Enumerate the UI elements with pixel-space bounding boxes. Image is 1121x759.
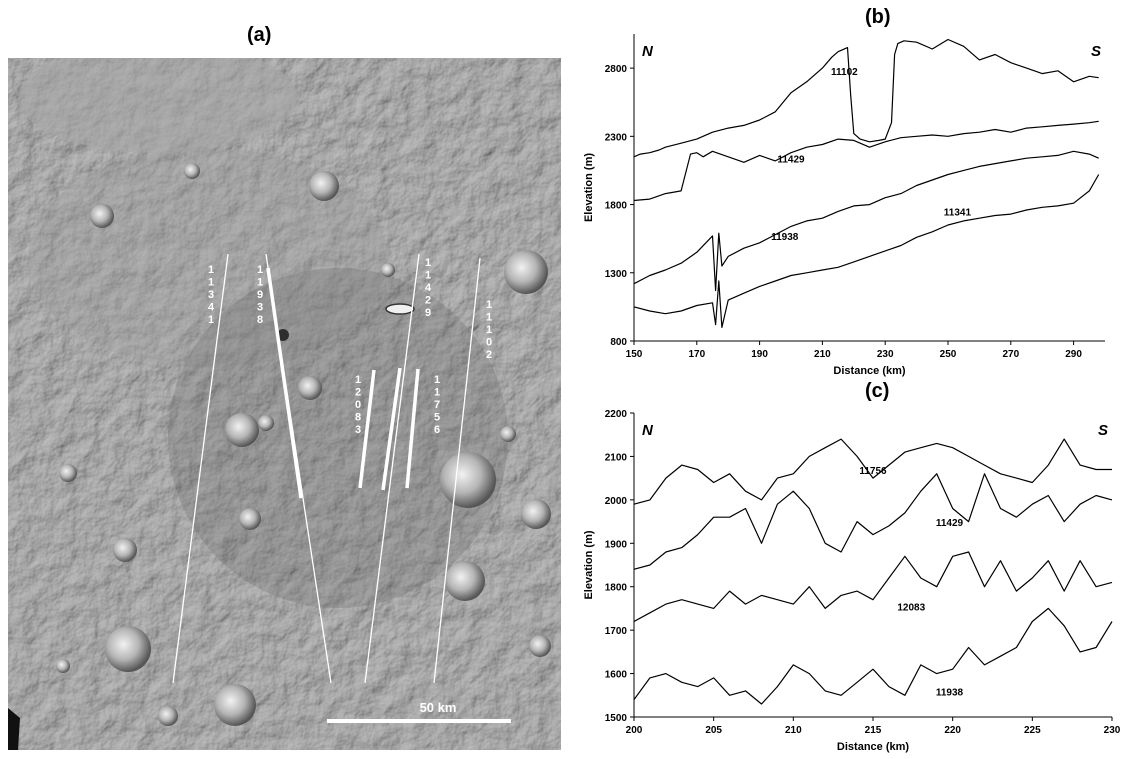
y-axis-label: Elevation (m) (583, 530, 595, 599)
y-tick-label: 2200 (605, 409, 628, 420)
series-label-11938: 11938 (771, 232, 799, 243)
series-label-11102: 11102 (831, 67, 858, 78)
track-11102-line (433, 257, 481, 684)
x-tick-label: 200 (626, 725, 643, 736)
x-tick-label: 150 (626, 349, 643, 360)
series-line-12083 (633, 551, 1113, 623)
ground-tracks (172, 253, 481, 684)
track-11429-line (364, 253, 420, 684)
x-axis-label: Distance (km) (833, 365, 905, 377)
x-axis-label: Distance (km) (837, 741, 909, 753)
chart-b: 800 1300 1800 2300 2800 150 170 190 210 230 250 270… (583, 34, 1105, 377)
track-11756-segment-1 (381, 367, 402, 491)
scale-bar-label: 50 km (420, 700, 457, 715)
x-tick-label: 225 (1024, 725, 1041, 736)
y-tick-label: 1800 (605, 201, 628, 212)
x-tick-label: 215 (865, 725, 882, 736)
y-tick-label: 1800 (605, 583, 628, 594)
y-tick-label: 1700 (605, 626, 628, 637)
x-tick-label: 220 (944, 725, 961, 736)
series-label-12083: 12083 (897, 603, 925, 614)
y-tick-label: 800 (610, 337, 627, 348)
panel-label-c: (c) (865, 380, 890, 402)
x-tick-label: 190 (751, 349, 768, 360)
x-tick-label: 205 (705, 725, 722, 736)
x-tick-label: 210 (814, 349, 831, 360)
x-tick-label: 210 (785, 725, 802, 736)
craters (56, 163, 551, 726)
series-line-11938 (633, 607, 1113, 705)
track-11938-highlight (266, 267, 303, 499)
y-tick-label: 1900 (605, 539, 628, 550)
x-tick-label: 270 (1002, 349, 1019, 360)
series-label-11429: 11429 (936, 518, 964, 529)
y-axis-label: Elevation (m) (583, 153, 595, 222)
series-label-11429: 11429 (777, 154, 805, 165)
series-label-11756: 11756 (859, 466, 887, 477)
y-tick-label: 1500 (605, 713, 628, 724)
south-label: S (1091, 43, 1101, 60)
x-tick-label: 170 (688, 349, 705, 360)
y-tick-label: 2000 (605, 496, 628, 507)
track-11756-segment-2 (405, 368, 420, 489)
series-label-11341: 11341 (944, 207, 972, 218)
terrain-image: 1 1 3 4 1 1 1 9 3 8 1 2 0 8 3 1 1 7 5 6 1 1 4 2 9 1 1 1 0 2 50 km (8, 58, 561, 750)
y-tick-label: 2100 (605, 452, 628, 463)
x-tick-label: 230 (1104, 725, 1121, 736)
image-corner-shadow (8, 708, 20, 750)
track-labels: 1 1 3 4 1 1 1 9 3 8 1 2 0 8 3 1 1 7 5 6 1 1 4 2 9 1 1 1 0 2 (208, 257, 492, 436)
x-tick-label: 250 (940, 349, 957, 360)
series-line-11102 (633, 38, 1099, 158)
north-label: N (642, 422, 654, 439)
y-tick-label: 1600 (605, 670, 628, 681)
panel-label-b: (b) (865, 6, 891, 28)
north-label: N (642, 43, 654, 60)
track-11341-line (172, 253, 229, 684)
panel-label-a: (a) (247, 24, 272, 46)
series-label-11938: 11938 (936, 687, 964, 698)
y-tick-label: 1300 (605, 269, 628, 280)
x-tick-label: 290 (1065, 349, 1082, 360)
series-line-11429 (633, 473, 1113, 570)
series-line-11429 (633, 120, 1099, 202)
series-line-11938 (633, 150, 1099, 292)
x-tick-label: 230 (877, 349, 894, 360)
y-tick-label: 2300 (605, 132, 628, 143)
series-line-11341 (633, 174, 1100, 328)
track-12083-line (358, 369, 376, 489)
y-tick-label: 2800 (605, 64, 628, 75)
series-line-11756 (633, 438, 1112, 505)
chart-c: 1500 1600 1700 1800 1900 2000 2100 2200 200 205 21… (583, 409, 1121, 753)
south-label: S (1098, 422, 1108, 439)
